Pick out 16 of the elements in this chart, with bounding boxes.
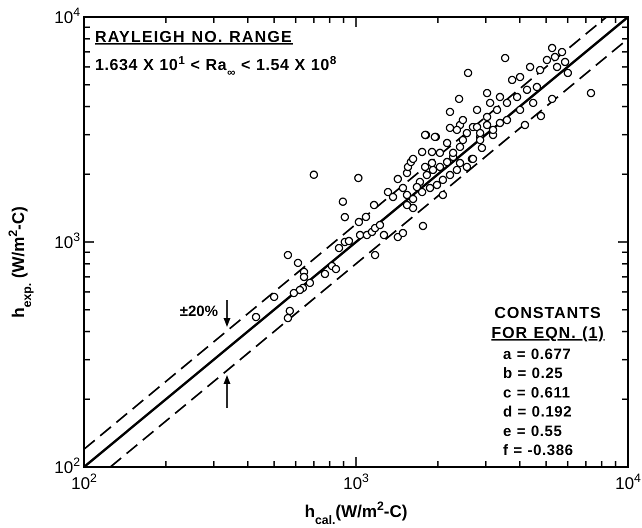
annotation: 1.634 X 10$^{1}$ < Ra$_{∞}$ < 1.54 X 10$^{8}$ [95, 55, 337, 79]
x-tick-label: 10$^{4}$ [615, 471, 642, 493]
annotation: c = 0.611 [503, 384, 571, 402]
annotation: RAYLEIGH NO. RANGE [95, 29, 293, 46]
annotation: FOR EQN. (1) [491, 325, 605, 342]
y-tick-label: 10$^{3}$ [54, 230, 80, 252]
annotation: d = 0.192 [503, 404, 572, 421]
annotation: f = -0.386 [503, 442, 574, 459]
annotation: ±20% [180, 303, 218, 320]
x-axis-title: h$_{cal.}$(W/m$^{2}$-C) [304, 499, 408, 527]
annotation: CONSTANTS [494, 305, 602, 322]
annotation: e = 0.55 [503, 422, 562, 440]
y-tick-label: 10$^{4}$ [54, 5, 80, 27]
annotation: b = 0.25 [503, 365, 564, 382]
annotation: a = 0.677 [503, 346, 572, 363]
x-tick-label: 10$^{3}$ [343, 471, 370, 493]
